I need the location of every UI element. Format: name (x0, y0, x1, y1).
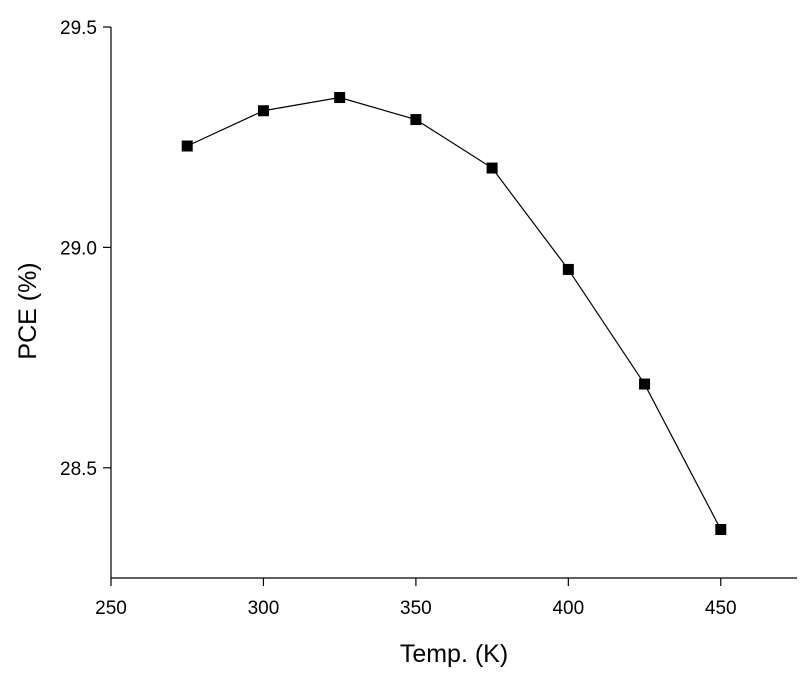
data-point-marker (562, 263, 574, 275)
data-point-marker (410, 114, 422, 126)
tick-layer: 250 300 350 400 450 28.5 29.0 29.5 (60, 18, 737, 619)
y-tick-label: 29.0 (60, 238, 97, 259)
y-tick-label: 28.5 (60, 459, 97, 480)
data-point-marker (715, 524, 727, 536)
x-tick-label: 350 (400, 598, 432, 619)
x-tick-label: 300 (248, 598, 280, 619)
axes (110, 27, 797, 579)
y-tick-label: 29.5 (60, 18, 97, 39)
data-point-marker (181, 140, 193, 152)
y-axis-title: PCE (%) (14, 262, 42, 359)
data-point-marker (486, 162, 498, 174)
x-axis-title: Temp. (K) (400, 640, 508, 668)
series-line (186, 96, 722, 530)
series-layer (181, 92, 727, 536)
data-point-marker (334, 92, 346, 104)
x-tick-label: 400 (552, 598, 584, 619)
data-point-marker (257, 105, 269, 117)
x-tick-label: 250 (95, 598, 127, 619)
x-tick-label: 450 (705, 598, 737, 619)
data-point-marker (639, 378, 651, 390)
